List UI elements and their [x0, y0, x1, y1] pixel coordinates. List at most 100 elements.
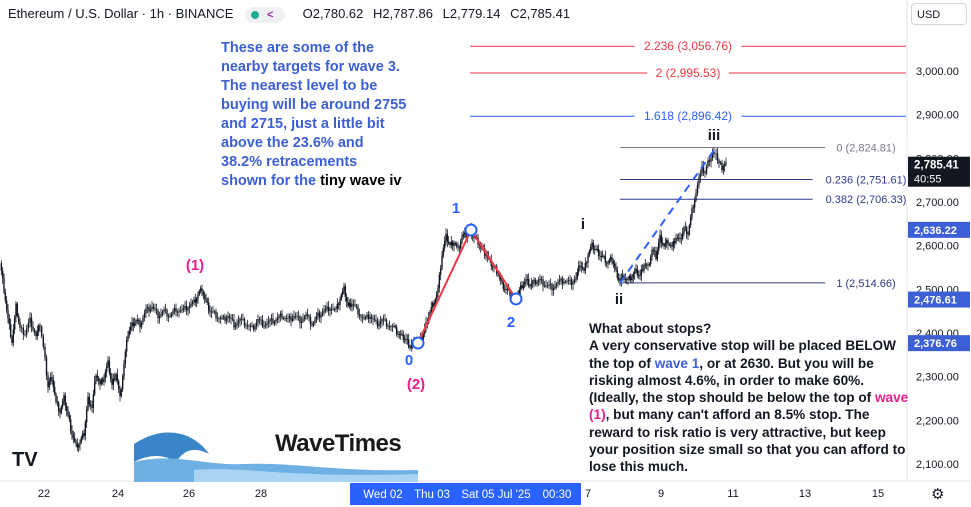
- candle-body: [637, 275, 640, 276]
- time-axis: 22 24 26 28 7 9 11 13 15 Wed 02 Thu 03 Sat 05 Jul '…: [38, 483, 884, 505]
- candle-body: [197, 294, 199, 299]
- candle-body: [549, 284, 552, 285]
- candle-body: [213, 311, 216, 313]
- wave-label: (2): [407, 376, 425, 393]
- targets-note-line: The nearest level to be: [221, 78, 378, 94]
- candle-body: [51, 377, 53, 380]
- candle-body: [546, 285, 549, 287]
- candle-body: [234, 325, 237, 328]
- candle-body: [576, 272, 579, 278]
- x-tick-label: 28: [255, 488, 267, 500]
- candle-body: [160, 313, 162, 317]
- candle-body: [446, 233, 449, 242]
- candle-body: [689, 216, 692, 226]
- candle-body: [543, 285, 546, 287]
- candle-body: [657, 242, 660, 251]
- candle-body: [123, 363, 125, 377]
- candle-body: [564, 281, 567, 283]
- candle-body: [193, 299, 195, 302]
- stops-wave-1-paren: wave (1): [589, 390, 909, 423]
- candle-body: [172, 311, 174, 314]
- candle-body: [287, 318, 289, 319]
- candle-body: [506, 288, 509, 290]
- candle-body: [17, 315, 20, 322]
- indicator-badge[interactable]: <: [245, 6, 286, 23]
- candle-body: [591, 242, 593, 247]
- candle-body: [385, 319, 388, 327]
- candle-body: [187, 308, 189, 311]
- candle-body: [329, 308, 331, 311]
- candle-body: [158, 316, 161, 318]
- candle-body: [463, 232, 466, 235]
- candle-body: [542, 279, 544, 286]
- candle-body: [455, 244, 458, 246]
- candle-body: [145, 308, 147, 314]
- candle-body: [343, 286, 345, 291]
- currency-selector[interactable]: USD: [911, 3, 967, 25]
- candle-body: [573, 280, 576, 283]
- candle-body: [718, 160, 720, 164]
- candle-body: [216, 317, 219, 319]
- targets-note-tail: tiny wave iv: [320, 173, 402, 189]
- candle-body: [264, 324, 267, 327]
- price-axis: 2,100.002,200.002,300.002,400.002,500.00…: [908, 66, 970, 471]
- candle-body: [56, 401, 59, 403]
- y-tick-label: 2,100.00: [916, 459, 959, 471]
- candle-body: [667, 240, 669, 245]
- candle-body: [1, 270, 4, 279]
- candle-body: [663, 244, 665, 247]
- candle-body: [648, 264, 651, 266]
- candle-body: [57, 402, 60, 412]
- symbol-title[interactable]: Ethereum / U.S. Dollar · 1h · BINANCE: [8, 6, 234, 21]
- candle-body: [79, 442, 81, 445]
- candle-body: [676, 237, 679, 239]
- candle-body: [282, 317, 285, 319]
- candle-body: [398, 333, 401, 335]
- candle-body: [364, 316, 367, 319]
- candle-body: [101, 379, 104, 383]
- candle-body: [387, 326, 389, 327]
- candle-body: [206, 301, 209, 303]
- candle-body: [95, 375, 97, 382]
- candle-body: [490, 260, 493, 267]
- candle-body: [15, 303, 17, 317]
- candle-body: [29, 317, 31, 324]
- price-marker-label: 2,376.76: [914, 338, 957, 350]
- x-tick-label: 13: [799, 488, 811, 500]
- candle-body: [347, 301, 349, 307]
- candle-body: [251, 325, 253, 327]
- candle-body: [677, 237, 680, 239]
- candle-body: [85, 409, 88, 423]
- x-highlight-label: 00:30: [543, 489, 572, 501]
- candle-body: [523, 282, 526, 285]
- tradingview-logo[interactable]: TV: [12, 449, 38, 471]
- candle-body: [59, 411, 61, 413]
- last-price-box: [908, 156, 970, 187]
- candle-body: [525, 279, 527, 283]
- candle-body: [491, 266, 494, 268]
- candle-body: [668, 244, 671, 246]
- candle-body: [497, 273, 499, 275]
- candle-body: [641, 269, 644, 271]
- candle-body: [169, 316, 171, 317]
- candle-body: [96, 375, 99, 378]
- candle-body: [454, 243, 457, 245]
- candle-body: [267, 321, 270, 324]
- candle-body: [693, 200, 696, 208]
- candle-body: [112, 378, 115, 385]
- candle-body: [407, 339, 410, 347]
- candle-body: [75, 440, 77, 445]
- candle-body: [170, 313, 173, 317]
- candle-body: [361, 316, 364, 318]
- candle-body: [129, 326, 132, 331]
- candle-body: [318, 312, 321, 318]
- candle-body: [207, 302, 210, 311]
- candle-body: [81, 433, 84, 438]
- candle-body: [395, 327, 398, 334]
- candle-body: [22, 327, 25, 335]
- candle-body: [188, 306, 191, 309]
- candle-body: [583, 268, 585, 271]
- chart-header: Ethereum / U.S. Dollar · 1h · BINANCE < …: [8, 6, 570, 23]
- gear-icon[interactable]: ⚙: [931, 486, 945, 503]
